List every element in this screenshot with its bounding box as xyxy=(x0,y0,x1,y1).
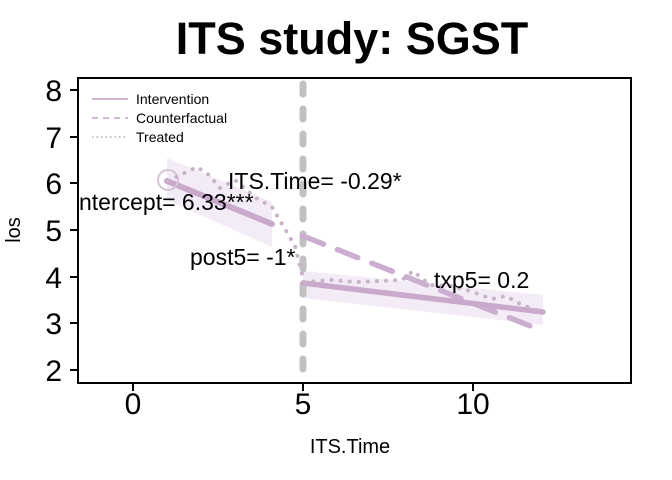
intervention-pre-fit-line xyxy=(164,178,275,227)
y-tick-label-6: 6 xyxy=(45,168,62,201)
y-axis-title: los xyxy=(3,217,25,243)
pre-fit-start-marker xyxy=(157,169,179,191)
annotation-post5: post5= -1* xyxy=(190,244,296,270)
y-tick-label-5: 5 xyxy=(45,215,62,248)
annotation-txp5: txp5= 0.2 xyxy=(434,267,529,293)
y-tick-label-7: 7 xyxy=(45,122,62,155)
legend-label-counterfactual: Counterfactual xyxy=(136,110,227,126)
treated-observed-dotted-line xyxy=(166,164,538,312)
x-tick-label-5: 5 xyxy=(295,388,312,421)
y-tick-label-8: 8 xyxy=(45,75,62,108)
legend-label-treated: Treated xyxy=(136,129,184,145)
y-tick-label-2: 2 xyxy=(45,355,62,388)
x-tick-label-0: 0 xyxy=(125,388,142,421)
legend-label-intervention: Intervention xyxy=(136,91,209,107)
legend: Intervention Counterfactual Treated xyxy=(92,91,227,145)
y-axis-ticks xyxy=(70,89,78,371)
x-tick-label-10: 10 xyxy=(456,388,489,421)
annotation-its-time: ITS.Time= -0.29* xyxy=(228,168,402,194)
counterfactual-line xyxy=(300,233,546,334)
x-axis-title: ITS.Time xyxy=(310,436,390,458)
treated-post-fit-line xyxy=(300,280,546,315)
y-tick-label-3: 3 xyxy=(45,308,62,341)
y-tick-label-4: 4 xyxy=(45,262,62,295)
plot-title: ITS study: SGST xyxy=(176,13,529,64)
annotation-intercept: ntercept= 6.33*** xyxy=(79,189,254,215)
x-axis-ticks xyxy=(132,383,474,391)
